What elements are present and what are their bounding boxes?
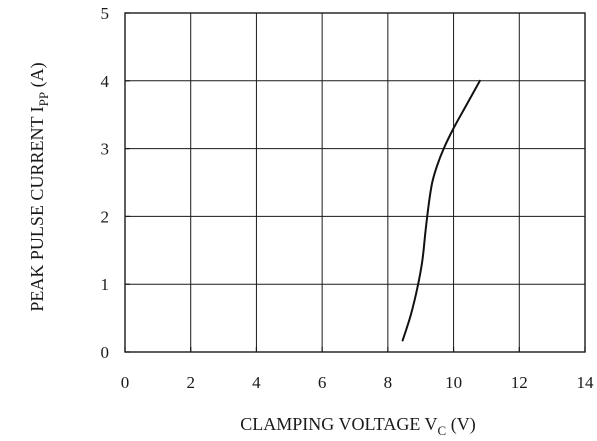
x-tick-label: 12 xyxy=(511,373,528,392)
y-tick-label: 4 xyxy=(101,72,110,91)
x-axis-title-subscript: C xyxy=(438,423,447,438)
series-line xyxy=(401,79,481,342)
x-tick-label: 6 xyxy=(318,373,327,392)
y-axis-title-unit: (A) xyxy=(27,62,48,92)
x-tick-label: 8 xyxy=(384,373,393,392)
y-tick-label: 2 xyxy=(101,207,110,226)
plot-frame xyxy=(124,12,586,353)
series-group xyxy=(401,79,481,342)
x-tick-label: 4 xyxy=(252,373,261,392)
x-tick-label: 2 xyxy=(186,373,195,392)
y-tick-label: 1 xyxy=(101,275,110,294)
x-axis-title-unit: (V) xyxy=(446,414,476,435)
x-axis-title-main: CLAMPING VOLTAGE V xyxy=(240,414,437,434)
x-tick-label: 14 xyxy=(577,373,595,392)
x-tick-labels: 0 2 4 6 8 10 12 14 xyxy=(121,373,594,392)
y-axis-title: PEAK PULSE CURRENT IPP (A) xyxy=(27,62,51,311)
y-tick-label: 3 xyxy=(101,140,110,159)
y-tick-label: 5 xyxy=(101,4,110,23)
x-tick-label: 0 xyxy=(121,373,130,392)
y-axis-title-subscript: PP xyxy=(36,92,51,106)
y-tick-labels: 0 1 2 3 4 5 xyxy=(101,4,110,362)
x-axis-title: CLAMPING VOLTAGE VC (V) xyxy=(240,414,475,438)
grid xyxy=(125,13,585,352)
y-tick-label: 0 xyxy=(101,343,110,362)
x-tick-label: 10 xyxy=(445,373,462,392)
y-axis-title-main: PEAK PULSE CURRENT I xyxy=(27,106,47,311)
tick-marks xyxy=(124,12,586,353)
